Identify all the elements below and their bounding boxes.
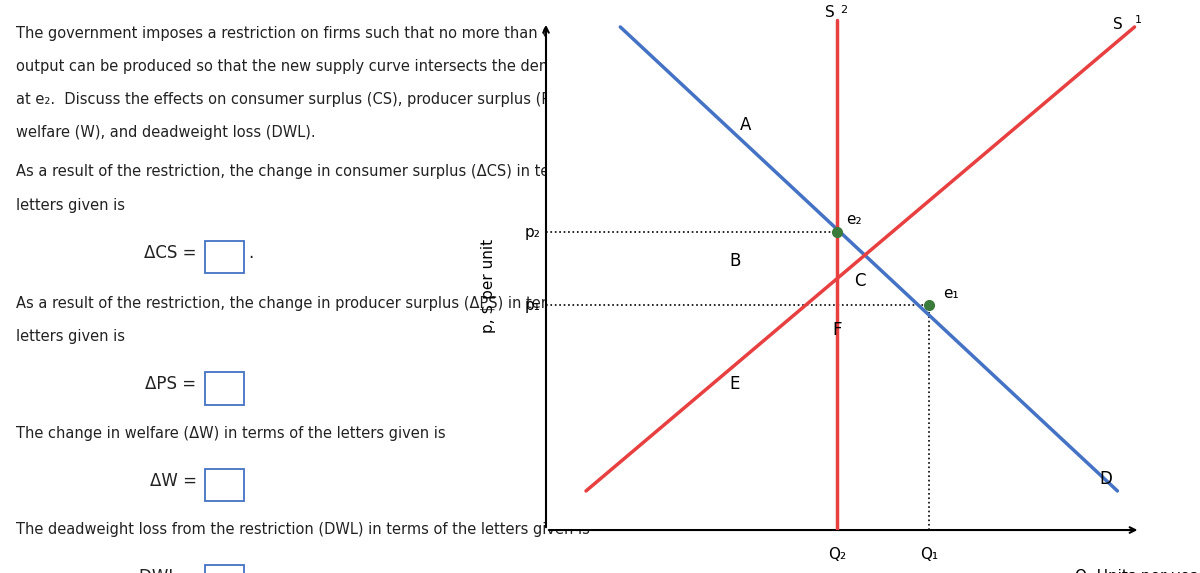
Text: B: B [728,252,740,270]
Text: p₁: p₁ [524,298,540,313]
Text: ΔPS =: ΔPS = [145,375,197,393]
Text: C: C [854,272,866,290]
Text: As a result of the restriction, the change in producer surplus (ΔPS) in terms of: As a result of the restriction, the chan… [17,296,617,311]
FancyBboxPatch shape [205,241,244,273]
Text: letters given is: letters given is [17,198,125,213]
Text: e₁: e₁ [943,286,959,301]
Text: e₂: e₂ [846,213,862,227]
Text: Q₁: Q₁ [919,547,938,562]
Text: As a result of the restriction, the change in consumer surplus (ΔCS) in terms of: As a result of the restriction, the chan… [17,164,625,179]
Text: ΔCS =: ΔCS = [144,244,197,261]
Text: D: D [1099,470,1112,488]
Text: ΔW =: ΔW = [150,472,197,489]
Text: at e₂.  Discuss the effects on consumer surplus (CS), producer surplus (PS),: at e₂. Discuss the effects on consumer s… [17,92,570,107]
Text: The deadweight loss from the restriction (DWL) in terms of the letters given is: The deadweight loss from the restriction… [17,522,590,537]
Text: p, $ per unit: p, $ per unit [481,239,497,333]
Text: 1: 1 [1134,14,1141,25]
Text: output can be produced so that the new supply curve intersects the demand curve: output can be produced so that the new s… [17,59,626,74]
Text: 2: 2 [840,5,847,15]
Text: DWL =: DWL = [139,568,197,573]
FancyBboxPatch shape [205,565,244,573]
Text: p₂: p₂ [524,225,540,240]
Text: welfare (W), and deadweight loss (DWL).: welfare (W), and deadweight loss (DWL). [17,125,316,140]
Text: Q, Units per year: Q, Units per year [1075,569,1200,573]
Text: The government imposes a restriction on firms such that no more than Q₂ units of: The government imposes a restriction on … [17,26,620,41]
Text: A: A [740,116,751,134]
Text: Q₂: Q₂ [828,547,846,562]
FancyBboxPatch shape [205,469,244,501]
Text: E: E [730,375,739,393]
Text: F: F [833,321,842,339]
Text: S: S [824,5,834,19]
Text: S: S [1114,17,1123,32]
Text: .: . [248,244,253,261]
Text: The change in welfare (ΔW) in terms of the letters given is: The change in welfare (ΔW) in terms of t… [17,426,446,441]
Text: letters given is: letters given is [17,329,125,344]
FancyBboxPatch shape [205,372,244,405]
